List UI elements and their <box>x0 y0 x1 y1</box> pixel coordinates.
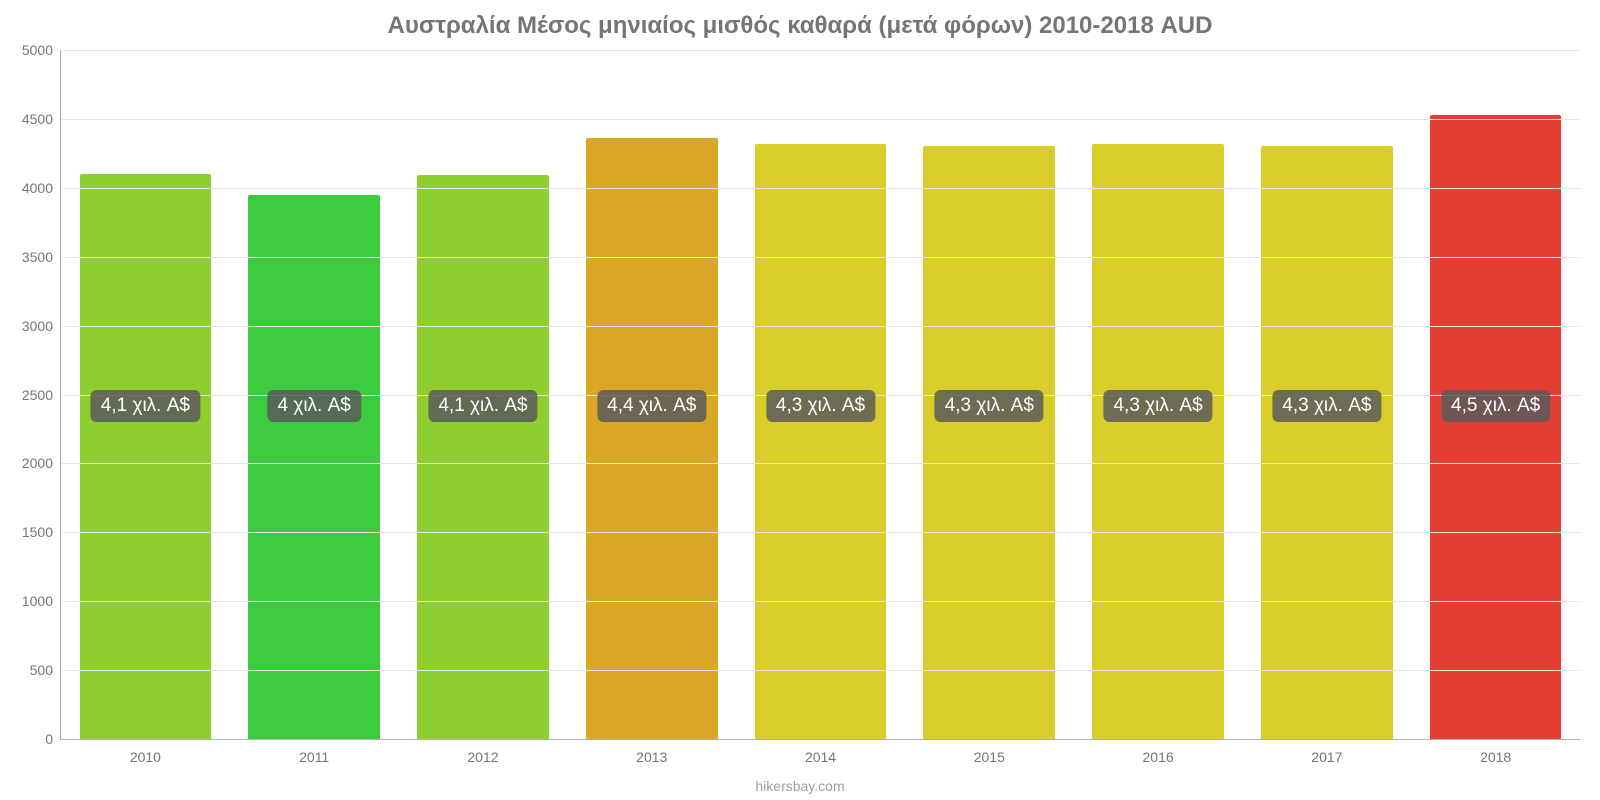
chart-area: 4,1 χιλ. A$20104 χιλ. A$20114,1 χιλ. A$2… <box>60 50 1580 740</box>
gridline <box>61 670 1580 671</box>
bar <box>248 195 380 739</box>
bar <box>1430 115 1562 739</box>
chart-title: Αυστραλία Μέσος μηνιαίος μισθός καθαρά (… <box>0 0 1600 48</box>
bar-value-label: 4,3 χιλ. A$ <box>1103 390 1212 422</box>
ytick-label: 4500 <box>22 111 61 127</box>
attribution: hikersbay.com <box>0 778 1600 794</box>
bar-value-label: 4,3 χιλ. A$ <box>766 390 875 422</box>
bar <box>586 138 718 739</box>
xtick-label: 2018 <box>1480 739 1511 765</box>
ytick-label: 1000 <box>22 593 61 609</box>
bar <box>1261 146 1393 739</box>
ytick-label: 3500 <box>22 249 61 265</box>
ytick-label: 3000 <box>22 318 61 334</box>
xtick-label: 2014 <box>805 739 836 765</box>
bar <box>923 146 1055 739</box>
bar <box>755 144 887 739</box>
bar-value-label: 4,5 χιλ. A$ <box>1441 390 1550 422</box>
bar-value-label: 4,4 χιλ. A$ <box>597 390 706 422</box>
gridline <box>61 188 1580 189</box>
bars-container: 4,1 χιλ. A$20104 χιλ. A$20114,1 χιλ. A$2… <box>61 50 1580 739</box>
bar-value-label: 4,3 χιλ. A$ <box>1272 390 1381 422</box>
gridline <box>61 326 1580 327</box>
xtick-label: 2013 <box>636 739 667 765</box>
ytick-label: 1500 <box>22 524 61 540</box>
gridline <box>61 532 1580 533</box>
xtick-label: 2012 <box>467 739 498 765</box>
xtick-label: 2017 <box>1311 739 1342 765</box>
ytick-label: 0 <box>45 731 61 747</box>
bar-value-label: 4,1 χιλ. A$ <box>428 390 537 422</box>
bar-value-label: 4,1 χιλ. A$ <box>91 390 200 422</box>
gridline <box>61 119 1580 120</box>
xtick-label: 2015 <box>974 739 1005 765</box>
gridline <box>61 601 1580 602</box>
bar-value-label: 4,3 χιλ. A$ <box>935 390 1044 422</box>
bar-value-label: 4 χιλ. A$ <box>268 390 361 422</box>
xtick-label: 2010 <box>130 739 161 765</box>
gridline <box>61 257 1580 258</box>
ytick-label: 2500 <box>22 387 61 403</box>
ytick-label: 5000 <box>22 42 61 58</box>
gridline <box>61 463 1580 464</box>
bar <box>417 175 549 739</box>
bar <box>1092 144 1224 739</box>
ytick-label: 4000 <box>22 180 61 196</box>
plot: 4,1 χιλ. A$20104 χιλ. A$20114,1 χιλ. A$2… <box>60 50 1580 740</box>
ytick-label: 2000 <box>22 455 61 471</box>
xtick-label: 2011 <box>299 739 329 765</box>
bar <box>80 174 212 739</box>
ytick-label: 500 <box>30 662 61 678</box>
gridline <box>61 50 1580 51</box>
xtick-label: 2016 <box>1143 739 1174 765</box>
